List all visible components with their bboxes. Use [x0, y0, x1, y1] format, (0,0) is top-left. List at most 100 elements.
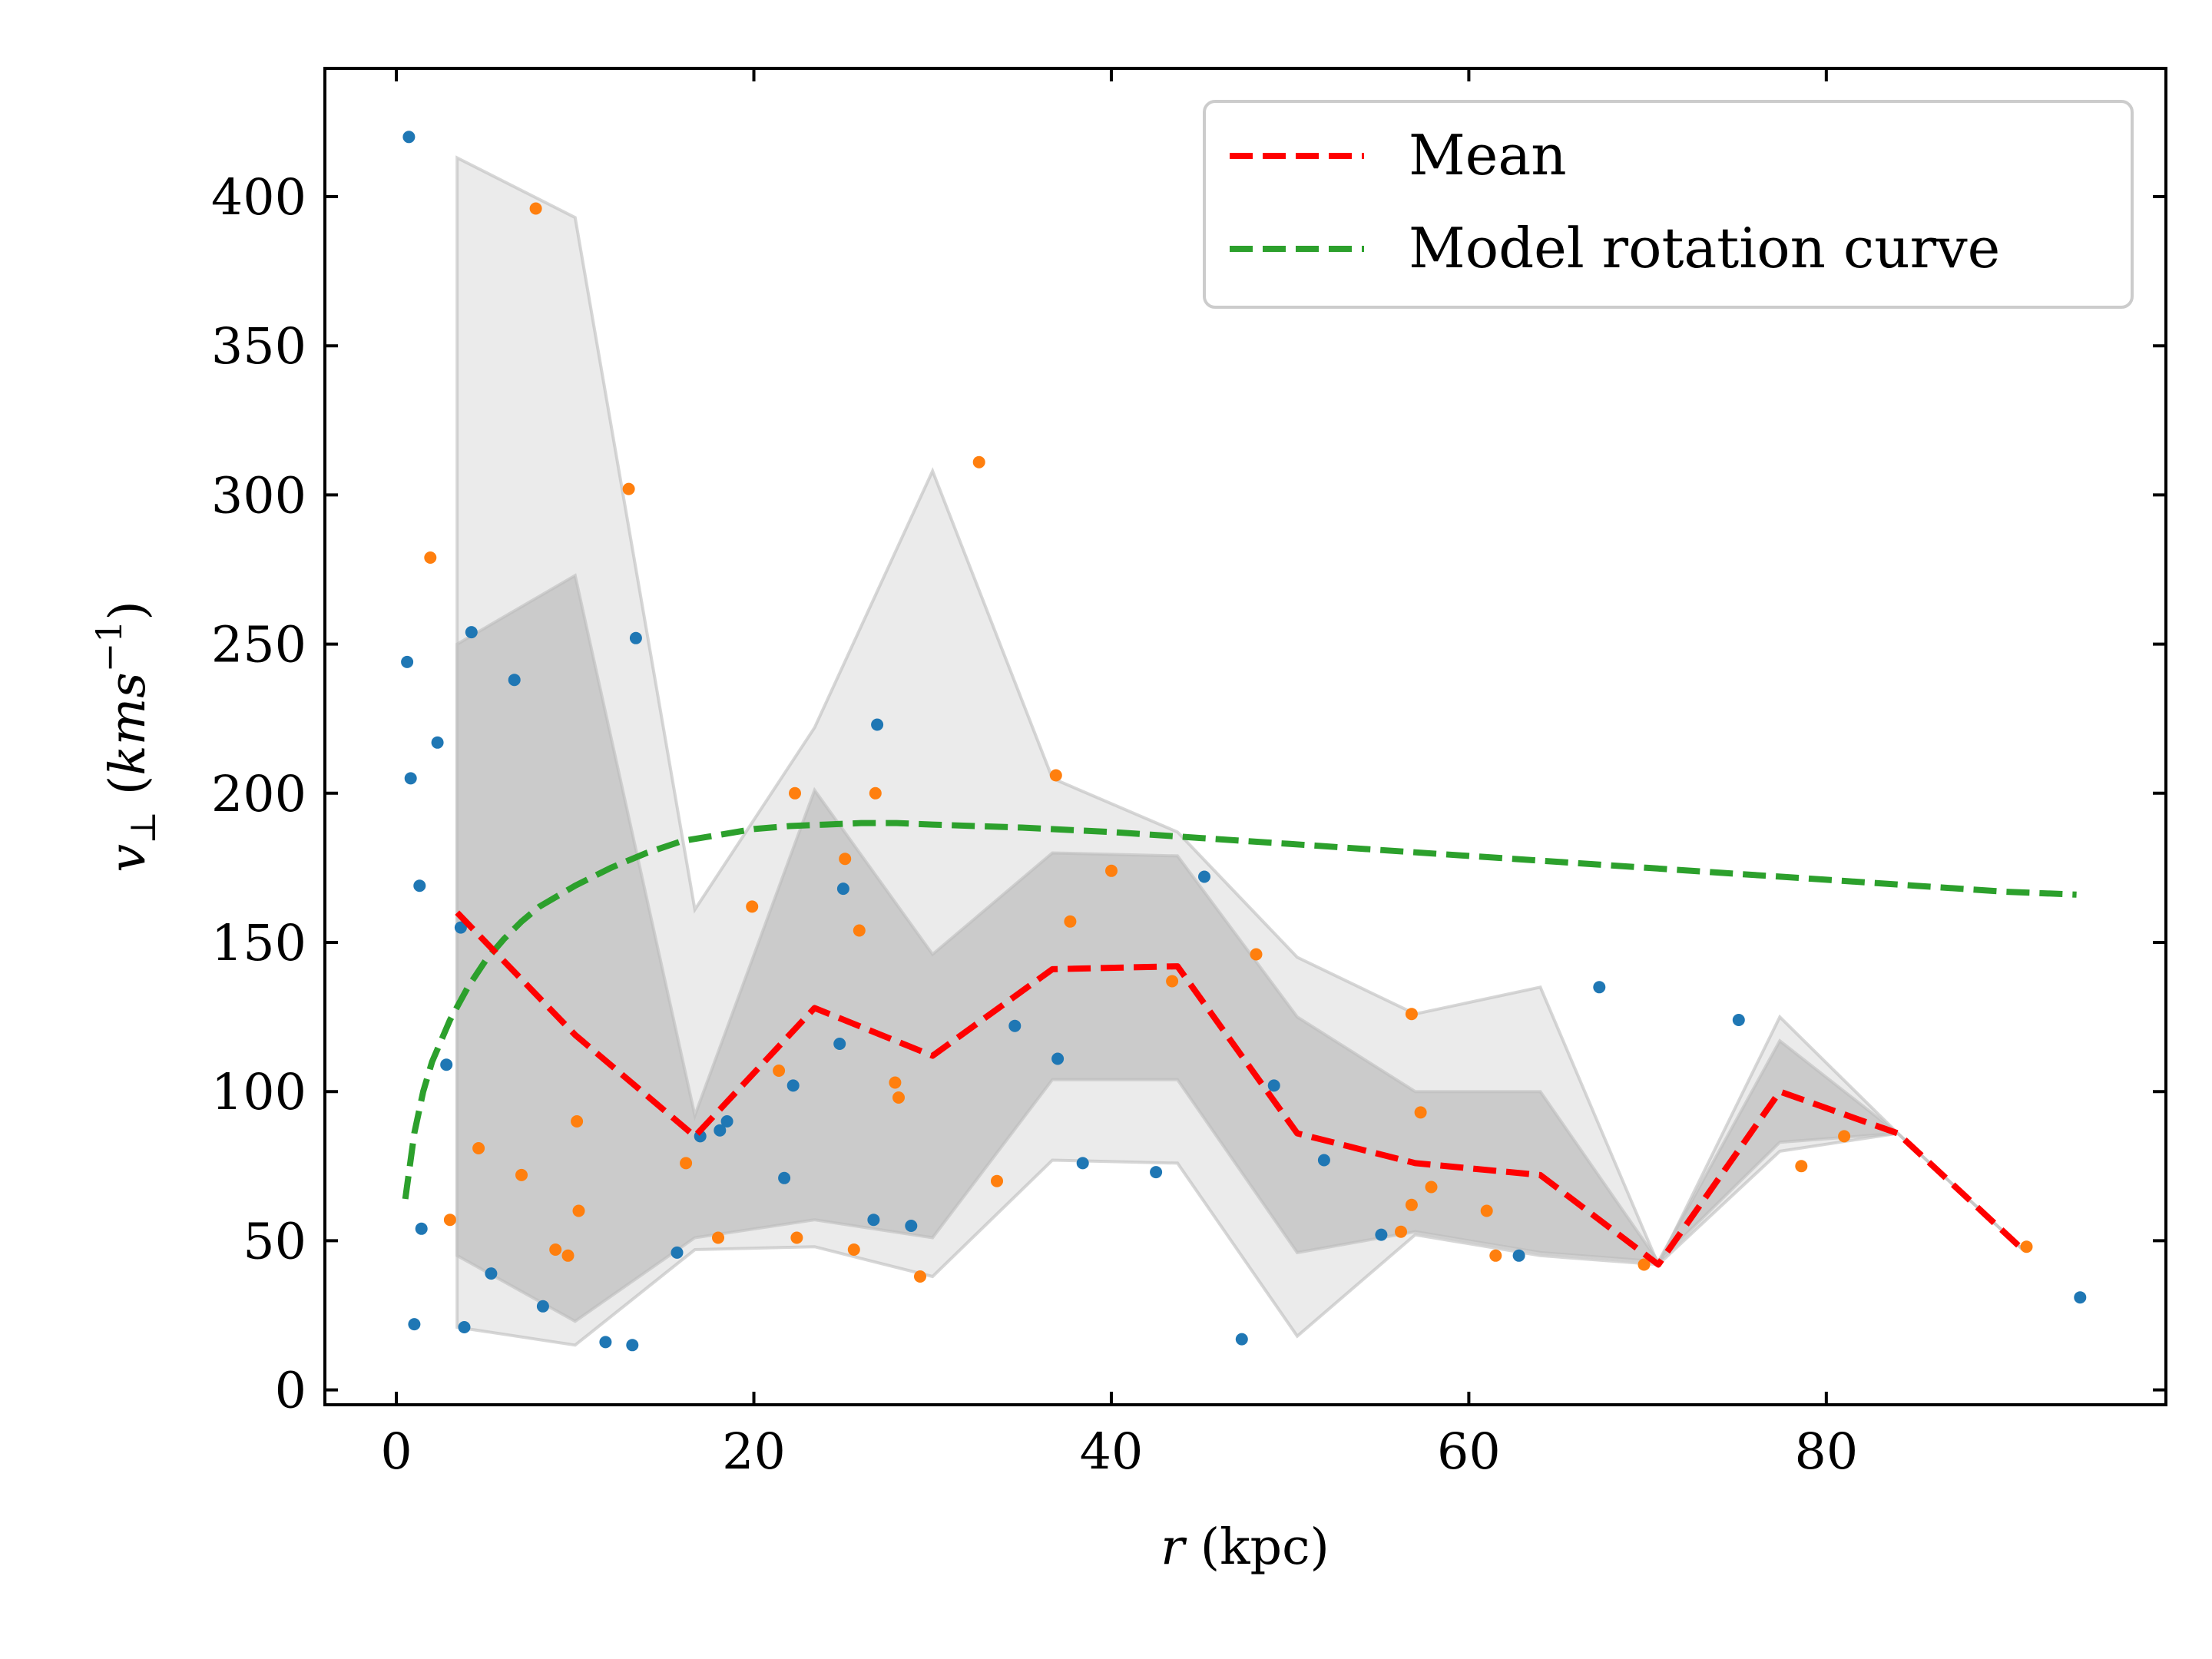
scatter-blue-point-38: [1593, 981, 1606, 994]
scatter-orange-point-33: [1414, 1106, 1427, 1119]
scatter-blue-point-34: [1267, 1079, 1280, 1092]
y-tick-label-350: 350: [211, 318, 306, 376]
scatter-orange-point-22: [914, 1270, 926, 1283]
scatter-blue-point-39: [1732, 1014, 1745, 1026]
scatter-orange-point-7: [571, 1115, 584, 1128]
scatter-orange-point-38: [1795, 1160, 1808, 1173]
plot-frame: [323, 67, 2167, 1406]
x-tick-label-80: 80: [1794, 1423, 1858, 1481]
scatter-orange-point-29: [1250, 948, 1263, 961]
y-axis-label-unit-post: ): [99, 601, 157, 620]
x-axis-label-var: r: [1161, 1518, 1187, 1576]
scatter-orange-point-13: [773, 1065, 786, 1077]
scatter-blue-point-1: [401, 655, 414, 668]
x-tick-label-60: 60: [1437, 1423, 1501, 1481]
scatter-orange-point-31: [1405, 1008, 1418, 1021]
y-axis-label-sub: ⊥: [122, 811, 164, 844]
scatter-orange-point-24: [991, 1174, 1003, 1187]
scatter-orange-point-36: [1489, 1249, 1502, 1262]
scatter-orange-point-40: [2020, 1240, 2033, 1253]
scatter-blue-point-2: [404, 772, 417, 785]
scatter-orange-point-2: [443, 1214, 456, 1227]
scatter-orange: [424, 202, 2033, 1283]
legend: Mean Model rotation curve: [1203, 100, 2134, 309]
scatter-orange-point-10: [680, 1157, 693, 1170]
x-tick-label-0: 0: [380, 1423, 412, 1481]
y-axis-label: v⊥ (kms−1): [88, 601, 164, 873]
scatter-blue-point-30: [1076, 1157, 1089, 1170]
scatter-orange-point-39: [1838, 1130, 1851, 1143]
scatter-blue-point-23: [833, 1038, 846, 1050]
scatter-orange-point-11: [712, 1231, 724, 1244]
legend-box: [1203, 100, 2134, 309]
scatter-orange-point-15: [790, 1231, 803, 1244]
scatter-orange-point-25: [1049, 769, 1062, 782]
scatter-blue-point-15: [626, 1339, 639, 1352]
scatter-orange-point-1: [424, 551, 437, 564]
scatter-blue-point-33: [1235, 1333, 1248, 1346]
x-tick-label-40: 40: [1080, 1423, 1144, 1481]
y-tick-label-250: 250: [211, 617, 306, 674]
y-tick-label-300: 300: [211, 467, 306, 525]
scatter-orange-point-34: [1425, 1181, 1438, 1194]
y-tick-label-100: 100: [211, 1064, 306, 1121]
scatter-blue-point-25: [871, 718, 884, 731]
scatter-blue-point-6: [440, 1058, 453, 1071]
scatter-blue: [401, 131, 2087, 1352]
y-tick-label-200: 200: [211, 766, 306, 823]
scatter-blue-point-12: [485, 1267, 498, 1280]
scatter-orange-point-3: [472, 1142, 485, 1154]
scatter-blue-point-36: [1375, 1228, 1388, 1241]
scatter-blue-point-5: [454, 921, 467, 934]
scatter-blue-point-21: [778, 1171, 791, 1184]
scatter-orange-point-28: [1166, 975, 1179, 988]
scatter-orange-point-17: [847, 1243, 860, 1256]
scatter-orange-point-23: [972, 455, 985, 469]
y-tick-label-150: 150: [211, 915, 306, 972]
scatter-blue-point-27: [905, 1220, 918, 1232]
scatter-blue-point-40: [2074, 1291, 2087, 1304]
scatter-orange-point-37: [1637, 1258, 1651, 1271]
legend-mean-label: Mean: [1409, 123, 1567, 187]
scatter-orange-point-21: [892, 1091, 905, 1104]
scatter-blue-point-7: [415, 1222, 428, 1235]
scatter-blue-point-37: [1512, 1249, 1525, 1262]
scatter-blue-point-31: [1150, 1166, 1163, 1179]
scatter-blue-point-19: [714, 1124, 727, 1137]
scatter-blue-point-32: [1198, 870, 1210, 883]
scatter-blue-point-17: [671, 1246, 684, 1259]
scatter-orange-point-30: [1395, 1225, 1407, 1238]
scatter-orange-point-19: [869, 786, 882, 800]
scatter-blue-point-28: [1008, 1019, 1022, 1032]
scatter-blue-point-14: [599, 1336, 612, 1349]
scatter-orange-point-4: [515, 1168, 528, 1181]
scatter-blue-point-8: [408, 1318, 421, 1331]
scatter-blue-point-3: [431, 736, 444, 749]
y-axis-label-unit-exp: −1: [88, 621, 130, 673]
scatter-orange-point-14: [789, 786, 801, 800]
scatter-orange-point-0: [529, 202, 542, 215]
scatter-orange-point-16: [839, 853, 852, 866]
scatter-orange-point-12: [746, 900, 759, 913]
y-axis-label-unit-pre: (: [99, 776, 157, 811]
x-axis-label: r (kpc): [1161, 1518, 1330, 1576]
scatter-blue-point-4: [413, 879, 426, 892]
scatter-blue-point-13: [536, 1300, 549, 1313]
scatter-orange-point-27: [1105, 864, 1118, 877]
scatter-blue-point-22: [786, 1079, 800, 1092]
y-tick-label-0: 0: [275, 1363, 306, 1420]
scatter-orange-point-20: [889, 1076, 902, 1089]
x-tick-label-20: 20: [722, 1423, 786, 1481]
scatter-blue-point-24: [836, 882, 849, 896]
scatter-orange-point-18: [853, 924, 866, 937]
scatter-blue-point-11: [458, 1321, 471, 1333]
scatter-blue-point-35: [1317, 1154, 1330, 1167]
y-tick-label-50: 50: [243, 1213, 306, 1270]
scatter-orange-point-6: [561, 1249, 575, 1262]
scatter-orange-point-9: [622, 482, 635, 495]
scatter-orange-point-35: [1480, 1204, 1493, 1217]
model-rotation-curve-line: [402, 820, 2077, 1200]
y-axis-label-var: v: [99, 844, 157, 873]
legend-model-label: Model rotation curve: [1409, 216, 2000, 280]
y-tick-label-400: 400: [211, 169, 306, 227]
